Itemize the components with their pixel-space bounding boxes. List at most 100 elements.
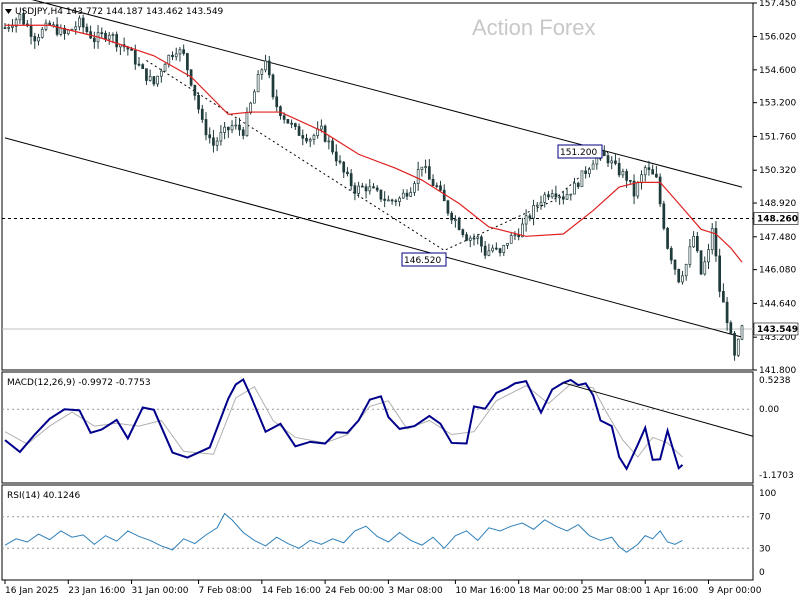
candle-body xyxy=(427,166,431,180)
candle-body xyxy=(55,24,59,35)
rsi-panel[interactable] xyxy=(2,512,753,553)
candle-body xyxy=(293,123,297,127)
macd-trend-line xyxy=(563,382,754,437)
candle-body xyxy=(450,212,454,221)
candle-body xyxy=(301,135,305,139)
candle-body xyxy=(37,37,40,42)
macd-tick-label: 0.5238 xyxy=(759,376,791,386)
candle-body xyxy=(63,27,66,34)
candle-body xyxy=(141,64,145,70)
y-tick-label: 156.020 xyxy=(759,33,796,43)
candle-body xyxy=(547,194,550,198)
candle-body xyxy=(353,185,357,194)
candle-body xyxy=(468,237,472,241)
candle-body xyxy=(305,137,308,142)
candle-body xyxy=(576,182,580,188)
candle-body xyxy=(658,176,662,205)
candle-body xyxy=(18,13,22,21)
candle-body xyxy=(584,170,588,174)
candle-body xyxy=(681,275,684,283)
candle-body xyxy=(368,186,372,192)
x-tick-label: 24 Feb 00:00 xyxy=(325,586,384,596)
candle-body xyxy=(78,17,81,28)
candle-body xyxy=(722,291,725,303)
candle-body xyxy=(494,247,498,250)
price-annotation-box xyxy=(401,252,447,267)
candle-body xyxy=(669,248,673,261)
candle-body xyxy=(7,27,11,29)
candle-body xyxy=(167,54,171,65)
candle-body xyxy=(483,245,487,256)
candle-body xyxy=(677,268,681,283)
candle-body xyxy=(390,199,394,202)
candle-body xyxy=(267,60,271,76)
candle-body xyxy=(81,17,85,28)
candle-body xyxy=(130,48,133,51)
candle-body xyxy=(558,196,561,199)
candle-body xyxy=(226,126,230,131)
rsi-tick-label: 100 xyxy=(759,489,776,499)
macd-panel[interactable] xyxy=(2,377,754,471)
candle-body xyxy=(524,215,528,225)
candle-body xyxy=(729,322,733,334)
candle-body xyxy=(249,102,253,114)
candle-body xyxy=(666,227,669,249)
candle-body xyxy=(234,124,238,127)
dropdown-marker-icon[interactable] xyxy=(5,9,12,14)
candle-body xyxy=(334,151,338,162)
candle-body xyxy=(320,125,323,130)
candle-body xyxy=(714,228,718,257)
candle-body xyxy=(409,191,413,197)
candle-body xyxy=(338,160,342,163)
wave-dotted-line xyxy=(146,60,609,251)
resistance-price-tag-box xyxy=(753,212,799,225)
price-annotation-label: 146.520 xyxy=(404,256,441,266)
candle-body xyxy=(375,187,379,191)
candle-body xyxy=(271,74,275,98)
candle-body xyxy=(219,132,223,142)
y-tick-label: 147.480 xyxy=(759,233,796,243)
candle-body xyxy=(707,249,710,263)
candle-body xyxy=(480,236,483,247)
candle-body xyxy=(74,26,78,30)
candle-body xyxy=(506,242,509,246)
candle-body xyxy=(461,229,465,235)
x-tick-label: 1 Apr 16:00 xyxy=(645,586,698,596)
candle-body xyxy=(580,170,584,188)
rsi-line xyxy=(4,512,683,553)
candle-body xyxy=(297,126,301,136)
candle-body xyxy=(59,27,63,35)
candle-body xyxy=(640,174,643,184)
price-panel[interactable]: 151.200 146.520 xyxy=(2,0,753,361)
candle-body xyxy=(401,192,405,199)
current-price-tag-box xyxy=(753,322,799,336)
candle-body xyxy=(465,234,468,241)
candle-body xyxy=(387,199,390,202)
candle-body xyxy=(156,75,159,85)
candle-body xyxy=(286,119,290,124)
candle-body xyxy=(591,163,595,170)
candle-body xyxy=(454,219,457,221)
candle-body xyxy=(699,250,703,275)
candle-body xyxy=(3,27,7,29)
candle-body xyxy=(241,129,245,136)
candle-body xyxy=(718,255,722,292)
candle-body xyxy=(740,325,744,340)
macd-tick-label: 0.00 xyxy=(759,405,779,415)
candle-body xyxy=(331,140,334,153)
candle-body xyxy=(439,185,442,191)
x-tick-label: 3 Mar 08:00 xyxy=(388,586,443,596)
candle-body xyxy=(736,338,740,356)
x-tick-label: 16 Jan 2025 xyxy=(5,586,59,596)
candle-body xyxy=(171,54,174,58)
candle-body xyxy=(565,194,569,200)
y-tick-label: 141.800 xyxy=(759,366,796,376)
candle-body xyxy=(733,332,736,356)
candle-body xyxy=(424,166,427,168)
candle-body xyxy=(66,29,70,34)
candle-body xyxy=(253,91,256,104)
candle-body xyxy=(662,203,666,229)
candle-body xyxy=(44,22,48,30)
candle-body xyxy=(695,235,699,252)
